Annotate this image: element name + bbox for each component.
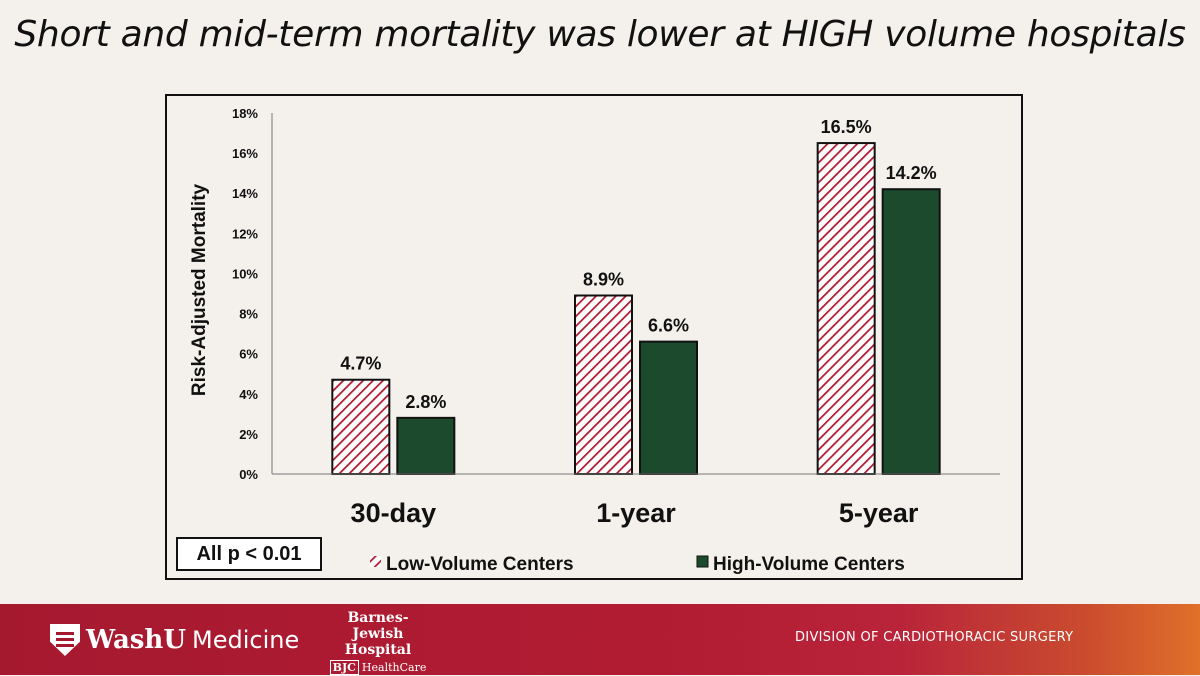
legend-swatch-low — [370, 556, 381, 567]
bjh-line1: Barnes-Jewish — [347, 610, 409, 642]
bar-value-label: 2.8% — [405, 392, 446, 412]
legend-label-low: Low-Volume Centers — [386, 554, 574, 575]
y-tick-label: 4% — [239, 387, 258, 402]
y-tick-label: 2% — [239, 427, 258, 442]
slide-title: Short and mid-term mortality was lower a… — [14, 14, 1186, 55]
bjc-text: HealthCare — [361, 661, 427, 674]
bjc-mark: BJC — [329, 660, 359, 675]
division-label: DIVISION OF CARDIOTHORACIC SURGERY — [795, 630, 1074, 645]
bjc-healthcare: BJC HealthCare — [322, 660, 434, 676]
footer-banner: WashU Medicine Barnes-Jewish Hospital BJ… — [0, 604, 1200, 675]
bar-low-volume-5-year — [816, 142, 876, 475]
y-tick-label: 10% — [232, 266, 258, 281]
barnes-jewish-logo: Barnes-Jewish Hospital BJC HealthCare — [322, 610, 434, 676]
y-tick-label: 12% — [232, 226, 258, 241]
bar-value-label: 4.7% — [340, 354, 381, 374]
legend-label-high: High-Volume Centers — [713, 554, 905, 575]
bar-high-volume-1-year — [639, 340, 698, 475]
bar-low-volume-1-year — [574, 294, 633, 475]
p-value-note: All p < 0.01 — [176, 537, 322, 571]
bjh-line2: Hospital — [344, 642, 412, 658]
y-tick-label: 18% — [232, 106, 258, 121]
bar-high-volume-5-year — [881, 188, 941, 475]
x-category-label: 5-year — [839, 498, 919, 528]
washu-crest-icon — [50, 624, 80, 656]
legend-swatch-high — [696, 555, 709, 568]
bar-value-label: 8.9% — [583, 270, 624, 290]
y-tick-label: 16% — [232, 146, 258, 161]
y-tick-label: 14% — [232, 186, 258, 201]
bar-value-label: 16.5% — [821, 117, 872, 137]
bar-value-label: 14.2% — [886, 163, 937, 183]
bar-low-volume-30-day — [331, 378, 391, 475]
bar-high-volume-30-day — [396, 416, 456, 476]
washu-medicine-logo: WashU Medicine — [50, 622, 299, 658]
washu-logo-light: Medicine — [192, 626, 300, 654]
x-category-label: 1-year — [596, 498, 676, 528]
y-tick-label: 8% — [239, 307, 258, 322]
y-axis-label: Risk-Adjusted Mortality — [189, 183, 210, 396]
bar-value-label: 6.6% — [648, 316, 689, 336]
washu-logo-bold: WashU — [86, 625, 187, 655]
y-tick-label: 6% — [239, 347, 258, 362]
y-tick-label: 0% — [239, 467, 258, 482]
x-category-label: 30-day — [351, 498, 437, 528]
